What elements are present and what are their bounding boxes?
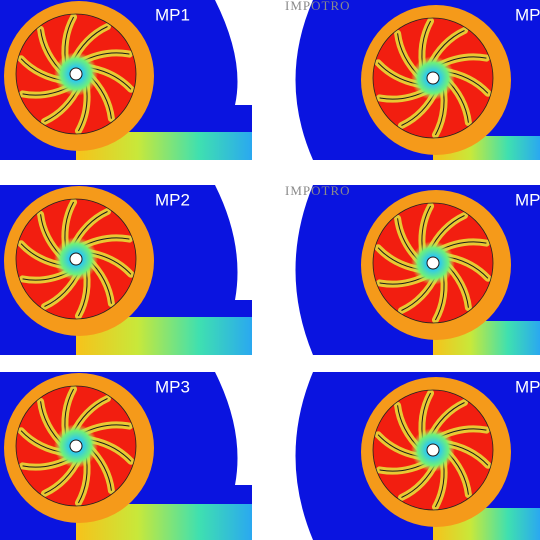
panel-label: MP <box>515 377 540 396</box>
impeller-edge <box>372 17 494 139</box>
panel-label: MP2 <box>155 190 190 209</box>
impeller-edge <box>372 389 494 511</box>
panel: MP <box>283 372 540 540</box>
hub <box>426 256 440 270</box>
watermark: IMPOTRO <box>285 0 351 13</box>
panel: MP2 <box>0 185 252 355</box>
panel: MP1 <box>0 0 252 160</box>
impeller-edge <box>15 198 137 320</box>
panel: MP3 <box>0 372 252 540</box>
watermark: IMPOTRO <box>285 183 351 198</box>
panel-label: MP3 <box>155 377 190 396</box>
hub <box>69 67 83 81</box>
panel-label: MP <box>515 190 540 209</box>
panel: MP IMPOTRO <box>283 183 540 355</box>
impeller-edge <box>15 385 137 507</box>
panel-label: MP1 <box>155 5 190 24</box>
panel-label: MP <box>515 5 540 24</box>
impeller-edge <box>15 13 137 135</box>
hub <box>69 439 83 453</box>
impeller-edge <box>372 202 494 324</box>
hub <box>426 71 440 85</box>
hub <box>69 252 83 266</box>
panel: MP IMPOTRO <box>283 0 540 160</box>
hub <box>426 443 440 457</box>
